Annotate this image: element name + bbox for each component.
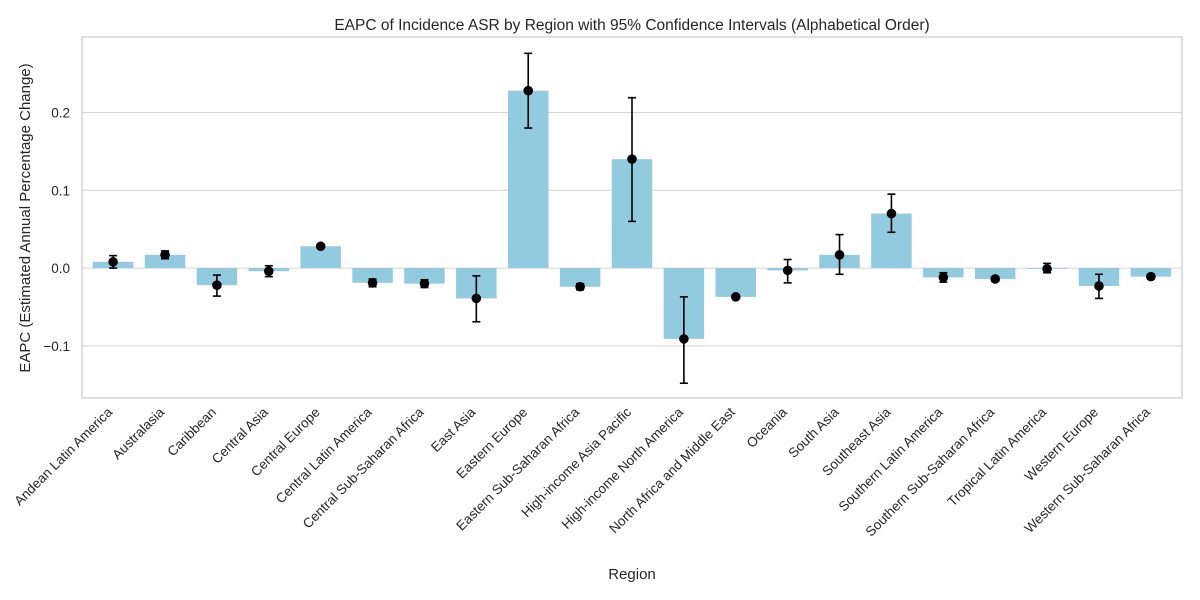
y-tick-label: 0.0: [51, 261, 70, 276]
y-tick-label: −0.1: [43, 339, 70, 354]
data-point: [419, 278, 430, 289]
data-point: [263, 266, 274, 276]
y-axis-label: EAPC (Estimated Annual Percentage Change…: [17, 63, 34, 372]
error-bars: [109, 52, 1155, 385]
bar: [144, 254, 186, 269]
x-tick-label: Southern Latin America: [836, 404, 946, 514]
x-tick-label: South Asia: [785, 404, 842, 461]
data-point: [782, 265, 793, 276]
bar: [559, 268, 601, 287]
bar: [352, 268, 393, 283]
data-point: [108, 257, 118, 267]
data-point: [886, 208, 897, 219]
data-point: [212, 280, 222, 290]
data-point: [627, 154, 637, 164]
x-tick-label: Caribbean: [164, 405, 219, 460]
plot-frame: [81, 36, 1183, 399]
data-point: [471, 293, 482, 304]
data-point: [938, 272, 949, 283]
x-tick-label: East Asia: [428, 404, 479, 455]
x-tick-label: Andean Latin America: [11, 404, 115, 508]
bar: [300, 246, 341, 269]
y-tick-label: 0.1: [51, 183, 70, 198]
data-point: [160, 250, 170, 260]
x-tick-labels: Andean Latin AmericaAustralasiaCaribbean…: [11, 404, 1153, 539]
x-tick-label: Central Latin America: [273, 404, 375, 506]
data-point: [834, 250, 845, 260]
data-point: [523, 85, 534, 96]
chart-title: EAPC of Incidence ASR by Region with 95%…: [334, 17, 929, 34]
x-axis-label: Region: [608, 566, 656, 583]
data-point: [367, 278, 378, 288]
x-tick-label: Australasia: [109, 404, 167, 462]
data-point: [1042, 264, 1052, 274]
x-tick-label: Oceania: [744, 404, 791, 451]
data-point: [679, 334, 689, 344]
y-tick-label: 0.2: [51, 105, 70, 120]
points: [108, 85, 1156, 344]
x-tick-label: Tropical Latin America: [945, 404, 1050, 509]
data-point: [730, 292, 741, 302]
bar: [974, 268, 1016, 279]
data-point: [575, 281, 585, 292]
y-tick-labels: −0.1 0.0 0.1 0.2: [43, 105, 70, 353]
data-point: [1094, 281, 1104, 291]
data-point: [1146, 271, 1156, 282]
data-point: [990, 274, 1001, 284]
bar: [404, 268, 445, 284]
data-point: [315, 241, 326, 252]
